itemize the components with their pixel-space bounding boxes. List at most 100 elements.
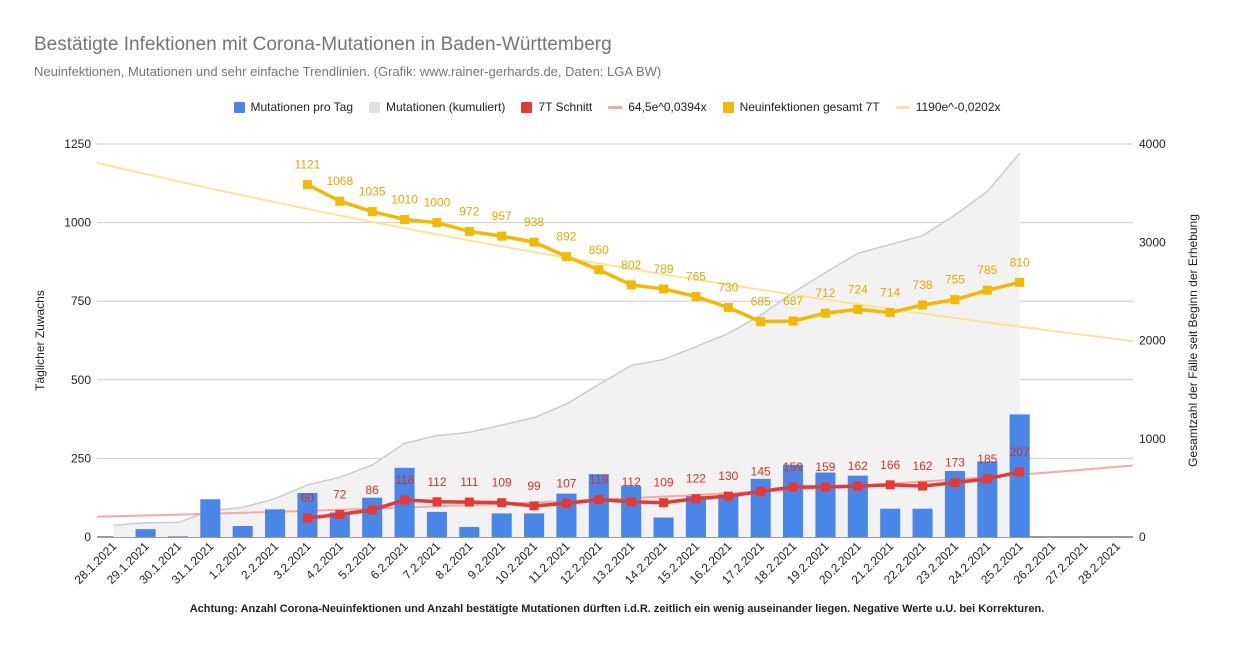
neuinfektionen-point [335,196,345,206]
bar [783,464,804,537]
legend-item: Neuinfektionen gesamt 7T [722,100,880,114]
legend-swatch [722,101,734,113]
avg7-label: 109 [654,476,674,490]
avg7-point [1015,467,1025,477]
neuinfektionen-label: 687 [783,294,803,308]
bar [944,470,965,537]
neuinfektionen-label: 712 [815,286,835,300]
neuinfektionen-label: 714 [880,286,900,300]
chart-title: Bestätigte Infektionen mit Corona-Mutati… [34,34,612,55]
bar [362,497,383,537]
avg7-label: 145 [751,464,771,478]
bar [167,536,188,537]
legend-swatch [521,101,533,113]
neuinfektionen-label: 1035 [359,185,386,199]
y-tick-left: 250 [71,451,91,465]
neuinfektionen-point [982,285,992,295]
bar [200,499,221,537]
neuinfektionen-label: 802 [621,258,641,272]
neuinfektionen-point [659,284,669,294]
neuinfektionen-point [885,308,895,318]
neuinfektionen-label: 730 [718,280,738,294]
neuinfektionen-point [788,316,798,326]
avg7-label: 112 [427,475,446,489]
avg7-point [432,497,442,507]
avg7-label: 130 [718,469,738,483]
legend-item: 64,5e^0,0394x [608,100,707,114]
avg7-point [723,491,733,501]
bar [491,513,512,537]
avg7-point [982,474,992,484]
avg7-point [659,498,669,508]
neuinfektionen-point [594,265,604,275]
avg7-label: 162 [848,459,868,473]
neuinfektionen-point [723,302,733,312]
neuinfektionen-point [400,214,410,224]
chart-subtitle: Neuinfektionen, Mutationen und sehr einf… [34,64,662,79]
bar [459,526,480,537]
y-tick-right: 0 [1139,530,1146,544]
avg7-point [529,501,539,511]
bar [524,513,545,537]
bar [329,512,350,537]
avg7-label: 109 [492,476,512,490]
avg7-point [302,513,312,523]
avg7-point [918,481,928,491]
neuinfektionen-label: 755 [945,273,965,287]
bar [977,461,998,537]
avg7-label: 119 [589,473,608,487]
avg7-point [400,495,410,505]
neuinfektionen-point [626,280,636,290]
trendline-neuinfektionen [96,161,1134,342]
neuinfektionen-point [464,226,474,236]
legend-label: 7T Schnitt [538,100,593,114]
avg7-label: 207 [1010,445,1030,459]
neuinfektionen-point [561,252,571,262]
bar [847,475,868,537]
legend-swatch [233,101,245,113]
neuinfektionen-label: 957 [492,209,512,223]
neuinfektionen-label: 972 [459,204,479,218]
avg7-label: 107 [556,476,576,490]
avg7-point [885,480,895,490]
legend-item: Mutationen pro Tag [233,100,353,114]
neuinfektionen-label: 810 [1010,255,1030,269]
neuinfektionen-label: 892 [556,230,576,244]
legend-swatch [608,105,623,109]
avg7-point [853,481,863,491]
avg7-point [691,494,701,504]
bar [685,496,706,537]
avg7-point [756,486,766,496]
avg7-label: 166 [880,458,900,472]
avg7-point [594,495,604,505]
avg7-point [820,482,830,492]
avg7-label: 86 [366,483,380,497]
avg7-point [950,478,960,488]
y-tick-right: 1000 [1139,432,1166,446]
avg7-label: 60 [301,491,315,505]
y-axis-right-label: Gesamtzahl der Fälle seit Beginn der Erh… [1186,214,1200,467]
neuinfektionen-point [918,300,928,310]
neuinfektionen-label: 765 [686,269,706,283]
legend-swatch [369,101,381,113]
avg7-label: 185 [977,452,997,466]
avg7-label: 122 [686,472,706,486]
cumulative-area [113,153,1020,537]
y-tick-left: 1000 [64,216,91,230]
legend-label: 1190e^-0,0202x [915,100,1001,114]
footnote: Achtung: Anzahl Corona-Neuinfektionen un… [189,603,1045,615]
bar [426,511,447,537]
bar [912,508,933,537]
bar [135,529,156,537]
y-tick-right: 2000 [1139,334,1166,348]
neuinfektionen-point [820,308,830,318]
neuinfektionen-point [691,291,701,301]
neuinfektionen-label: 685 [751,295,771,309]
neuinfektionen-point [432,218,442,228]
legend-swatch [895,105,910,109]
avg7-label: 159 [783,460,803,474]
avg7-label: 159 [815,460,835,474]
avg7-point [464,497,474,507]
y-tick-left: 750 [71,294,91,308]
avg7-label: 173 [945,456,965,470]
